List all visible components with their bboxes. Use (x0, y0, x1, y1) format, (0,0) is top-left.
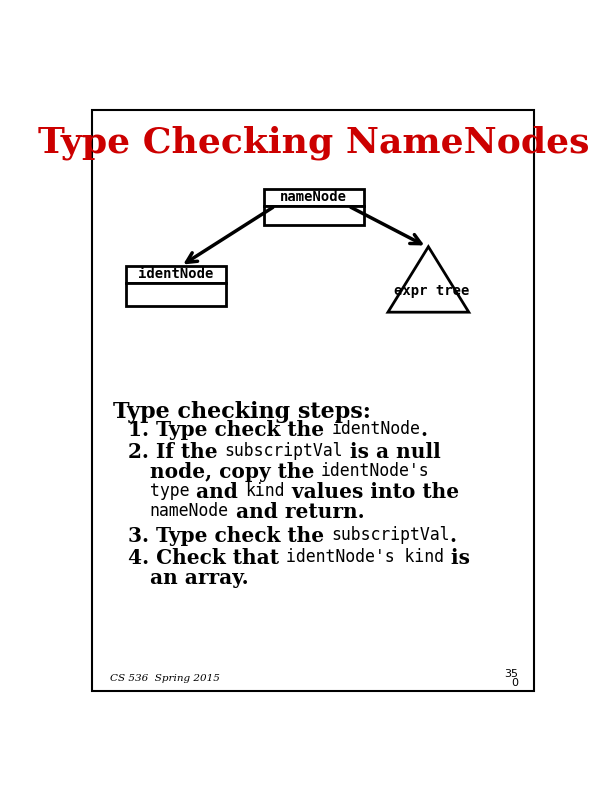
Text: nameNode: nameNode (280, 190, 347, 204)
Text: subscriptVal: subscriptVal (331, 526, 450, 544)
Text: identNode: identNode (138, 268, 214, 281)
Text: type: type (150, 482, 189, 500)
Text: an array.: an array. (150, 568, 248, 588)
Text: is: is (444, 548, 470, 568)
Text: kind: kind (245, 482, 285, 500)
Text: identNode's kind: identNode's kind (286, 548, 444, 565)
Polygon shape (388, 247, 469, 312)
Text: nameNode: nameNode (150, 501, 229, 520)
Text: identNode's: identNode's (321, 462, 430, 480)
Text: 2. If the: 2. If the (128, 441, 225, 462)
Text: is a null: is a null (343, 441, 441, 462)
Text: .: . (450, 526, 457, 546)
Text: 1. Type check the: 1. Type check the (128, 420, 331, 440)
Text: 35: 35 (504, 668, 518, 679)
Text: 4. Check that: 4. Check that (128, 548, 286, 568)
Text: values into the: values into the (285, 482, 458, 501)
Bar (264, 189, 364, 206)
FancyBboxPatch shape (92, 110, 534, 691)
Bar (126, 266, 226, 283)
Text: Type checking steps:: Type checking steps: (113, 401, 370, 423)
Text: and: and (189, 482, 245, 501)
Bar (264, 206, 364, 225)
Text: expr tree: expr tree (394, 284, 469, 299)
Text: 3. Type check the: 3. Type check the (128, 526, 331, 546)
Text: identNode: identNode (331, 420, 420, 438)
Text: CS 536  Spring 2015: CS 536 Spring 2015 (110, 674, 220, 683)
Text: subscriptVal: subscriptVal (225, 441, 343, 459)
Text: node, copy the: node, copy the (150, 462, 321, 482)
Bar (126, 283, 226, 306)
Text: and return.: and return. (229, 501, 364, 522)
Text: .: . (420, 420, 427, 440)
Text: Type Checking NameNodes: Type Checking NameNodes (38, 125, 589, 160)
Text: 0: 0 (512, 678, 518, 688)
